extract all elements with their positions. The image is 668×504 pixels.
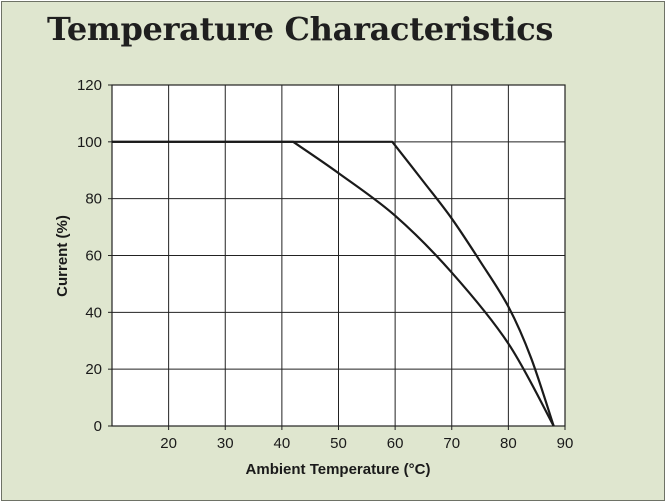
y-tick-labels: 0 20 40 60 80 100 120 [77, 77, 102, 435]
chart-grid [108, 84, 566, 430]
series-line-1 [112, 140, 555, 427]
x-tick-label-70: 70 [443, 435, 460, 452]
x-tick-label-20: 20 [160, 435, 177, 452]
slide-title: Temperature Characteristics [47, 10, 554, 48]
chart-series [112, 140, 555, 427]
x-tick-label-40: 40 [274, 435, 291, 452]
x-axis-label: Ambient Temperature (°C) [246, 461, 431, 478]
x-tick-label-60: 60 [387, 435, 404, 452]
x-tick-label-90: 90 [557, 435, 574, 452]
y-tick-label-80: 80 [85, 191, 102, 208]
x-tick-label-80: 80 [500, 435, 517, 452]
y-tick-label-60: 60 [85, 248, 102, 265]
x-tick-label-50: 50 [330, 435, 347, 452]
x-tick-labels: 20 30 40 50 60 70 80 90 [160, 435, 573, 452]
y-tick-label-40: 40 [85, 304, 102, 321]
y-axis-label: Current (%) [54, 215, 71, 297]
series-line-2 [112, 140, 555, 427]
y-tick-label-0: 0 [94, 418, 102, 435]
y-tick-label-20: 20 [85, 361, 102, 378]
y-tick-label-100: 100 [77, 134, 102, 151]
x-tick-label-30: 30 [217, 435, 234, 452]
y-tick-label-120: 120 [77, 77, 102, 94]
